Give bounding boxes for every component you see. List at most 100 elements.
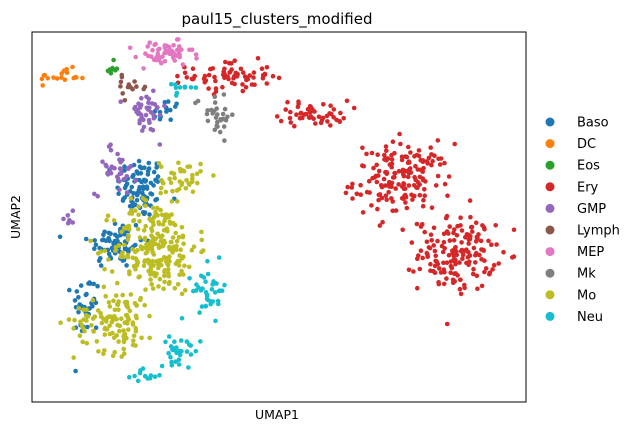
data-point [189,76,195,82]
data-point [151,183,156,188]
data-point [118,99,123,104]
data-point [159,60,164,66]
data-point [475,286,480,292]
data-point [71,75,76,81]
data-point [57,234,63,240]
data-point [303,111,309,117]
data-point [117,166,123,171]
data-point [141,228,147,233]
data-point [155,179,160,184]
data-point [188,343,193,348]
data-point [449,264,454,270]
data-point [174,345,179,350]
data-point [445,193,450,198]
data-point [288,109,293,115]
data-point [182,85,188,90]
data-point [170,245,175,250]
data-point [59,75,64,80]
data-point [179,316,185,321]
data-point [51,75,56,80]
data-point [177,258,182,264]
data-point [107,304,113,309]
data-point [171,171,177,176]
series-mk [193,92,235,143]
data-point [158,185,164,191]
data-point [117,157,122,162]
data-point [447,224,453,229]
data-point [452,141,458,147]
data-point [479,257,484,262]
legend-label: Lymph [577,224,620,239]
data-point [121,339,127,345]
data-point [458,277,463,283]
data-point [442,181,448,187]
data-point [393,208,399,213]
data-point [204,111,210,117]
data-point [125,254,131,260]
data-point [111,57,116,63]
data-point [459,228,465,233]
data-point [358,192,364,197]
legend-label: Baso [577,116,609,131]
data-point [214,106,219,111]
data-point [104,164,109,169]
data-point [176,37,181,42]
data-point [464,232,470,237]
data-point [436,266,442,271]
data-point [227,69,233,75]
data-point [170,49,175,54]
data-point [88,238,93,244]
data-point [170,235,176,240]
data-point [431,225,437,231]
data-point [203,303,209,309]
data-point [490,267,495,272]
data-point [177,352,183,358]
data-point [184,75,190,80]
data-point [375,206,380,212]
data-point [410,197,415,202]
data-point [101,237,106,242]
y-axis-label: UMAP2 [8,195,23,239]
data-point [240,88,246,94]
data-point [182,263,187,269]
data-point [140,128,145,133]
data-point [163,50,168,56]
legend-label: Eos [577,159,600,174]
data-point [158,207,163,213]
data-point [151,169,157,175]
data-point [143,112,149,118]
data-point [162,218,167,224]
data-point [93,325,99,331]
data-point [96,349,101,354]
data-point [122,195,127,200]
data-point [119,354,124,359]
data-point [118,84,123,89]
data-point [211,173,216,178]
data-point [116,191,121,196]
data-point [270,73,276,79]
data-point [95,193,100,199]
data-point [108,147,114,153]
data-point [188,85,194,90]
data-point [212,281,217,286]
data-point [205,258,210,264]
data-point [469,224,475,230]
data-point [122,168,127,173]
data-point [202,73,208,79]
data-point [231,76,236,81]
data-point [139,165,144,171]
data-point [133,178,138,183]
data-point [93,242,99,248]
data-point [126,165,131,171]
data-point [153,41,158,47]
data-point [89,323,94,328]
data-point [61,216,66,222]
data-point [163,189,169,195]
data-point [409,240,415,245]
data-point [415,256,420,262]
data-point [120,292,125,298]
data-point [198,339,203,344]
data-point [377,192,383,197]
data-point [173,230,178,236]
data-point [160,243,166,249]
